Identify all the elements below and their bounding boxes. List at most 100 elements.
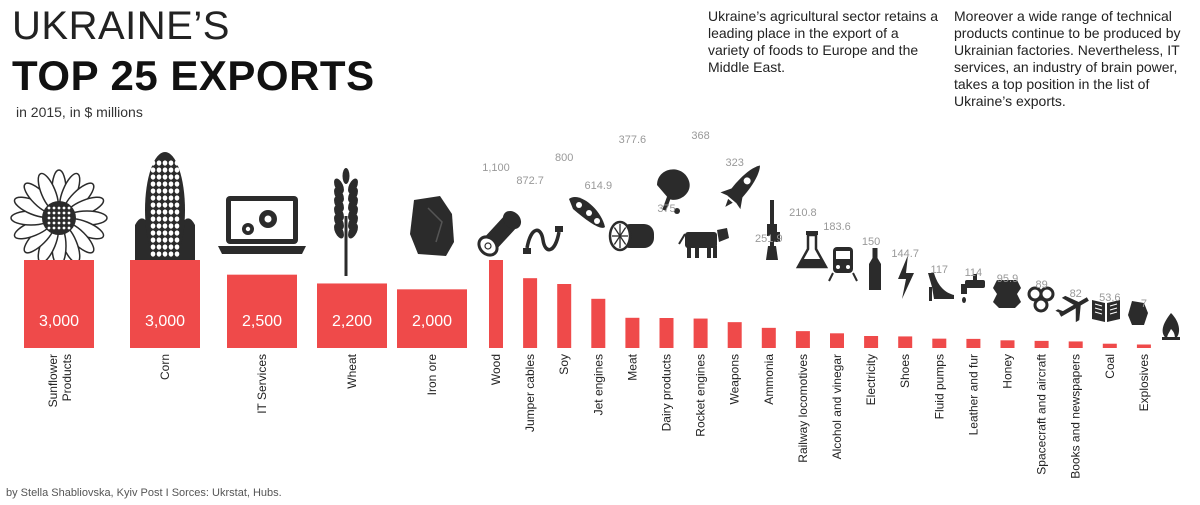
category-label: IT Services	[255, 354, 269, 414]
category-label: Weapons	[728, 354, 742, 404]
category-label: Shoes	[898, 354, 912, 388]
bar	[523, 278, 538, 348]
category-label: Coal	[1103, 354, 1117, 379]
category-label: SunflowerProducts	[46, 354, 74, 407]
bar	[898, 336, 913, 348]
category-label: Corn	[158, 354, 172, 380]
meat-ham-icon	[657, 169, 690, 214]
ore-rock-icon	[410, 196, 454, 256]
value-label: 3,000	[145, 313, 185, 330]
bar	[1102, 343, 1117, 348]
category-label: Soy	[557, 354, 571, 375]
bar	[795, 331, 810, 348]
value-label: 82	[1070, 288, 1082, 300]
coal-icon	[1128, 301, 1148, 325]
category-label: Jumper cables	[523, 354, 537, 432]
value-label: 183.6	[823, 221, 851, 233]
category-label: Ammonia	[762, 354, 776, 405]
value-label: 7	[1141, 298, 1147, 310]
bar	[317, 283, 387, 348]
bar	[227, 274, 297, 348]
value-label: 2,200	[332, 313, 372, 330]
subtitle: in 2015, in $ millions	[16, 104, 143, 120]
bar	[489, 260, 503, 348]
category-label: Jet engines	[591, 354, 605, 415]
category-label: Books and newspapers	[1069, 354, 1083, 479]
rifle-icon	[766, 200, 780, 260]
category-label: Leather and fur	[966, 354, 980, 435]
corn-icon	[135, 152, 195, 268]
hide-icon	[993, 280, 1021, 308]
bar	[130, 260, 200, 348]
bar	[864, 336, 879, 348]
category-label: Dairy products	[660, 354, 674, 431]
note-technical: Moreover a wide range of technical produ…	[954, 8, 1181, 109]
rocket-icon	[720, 165, 760, 210]
bar	[557, 284, 572, 348]
bar	[591, 298, 606, 348]
lightning-icon	[898, 255, 914, 299]
category-label: Alcohol and vinegar	[830, 354, 844, 459]
category-label: Meat	[625, 353, 639, 380]
category-label: Wheat	[345, 353, 359, 388]
bar	[966, 338, 981, 348]
flask-icon	[795, 231, 829, 269]
value-label: 117	[931, 264, 949, 276]
value-label: 150	[862, 236, 880, 248]
category-label: Electricity	[864, 354, 878, 405]
bar	[761, 327, 776, 348]
category-label: Iron ore	[425, 354, 439, 396]
value-label: 53.6	[1099, 292, 1120, 304]
category-label: Explosives	[1137, 354, 1151, 411]
value-label: 251.9	[755, 233, 783, 245]
bar	[625, 317, 640, 348]
footer-credit: by Stella Shabliovska, Kyiv Post I Sorce…	[6, 487, 282, 499]
log-icon	[477, 210, 522, 257]
category-label: Railway locomotives	[796, 354, 810, 463]
bar	[932, 338, 947, 348]
train-icon	[828, 247, 858, 282]
title-line2: TOP 25 EXPORTS	[12, 52, 375, 99]
laptop-gear-icon	[218, 196, 306, 254]
note-agriculture: Ukraine’s agricultural sector retains a …	[708, 8, 939, 75]
bar	[830, 333, 844, 348]
bar	[1136, 344, 1151, 348]
bottle-icon	[869, 248, 881, 290]
title-line1: UKRAINE’S	[12, 4, 230, 48]
bar	[397, 289, 467, 348]
bar	[1034, 340, 1049, 348]
soy-pod-icon	[569, 197, 605, 228]
bar	[1068, 341, 1083, 348]
category-label: Fluid pumps	[932, 354, 946, 419]
jet-engine-icon	[608, 220, 654, 252]
value-label: 377.6	[619, 134, 647, 146]
value-label: 2,500	[242, 313, 282, 330]
flame-icon	[1162, 313, 1180, 340]
value-label: 800	[555, 152, 573, 164]
honeycomb-icon	[1027, 286, 1055, 313]
cable-icon	[523, 226, 563, 254]
value-label: 89	[1035, 279, 1047, 291]
value-label: 144.7	[891, 248, 919, 260]
bar	[693, 318, 708, 348]
bar	[727, 322, 742, 348]
value-label: 368	[691, 130, 709, 142]
category-label: Honey	[1001, 354, 1015, 389]
category-label: Wood	[489, 354, 503, 385]
airplane-icon	[1055, 295, 1089, 323]
value-label: 1,100	[482, 162, 510, 174]
bar	[659, 318, 674, 348]
wheat-icon	[334, 168, 358, 276]
value-label: 872.7	[516, 175, 544, 187]
cow-icon	[678, 228, 729, 258]
value-label: 95.9	[997, 273, 1018, 285]
faucet-icon	[961, 274, 985, 303]
value-label: 210.8	[789, 207, 817, 219]
bar	[24, 260, 94, 348]
value-label: 375	[657, 203, 675, 215]
sunflower-icon	[10, 169, 108, 267]
value-label: 323	[726, 157, 744, 169]
high-heel-icon	[928, 273, 954, 301]
value-label: 2,000	[412, 313, 452, 330]
